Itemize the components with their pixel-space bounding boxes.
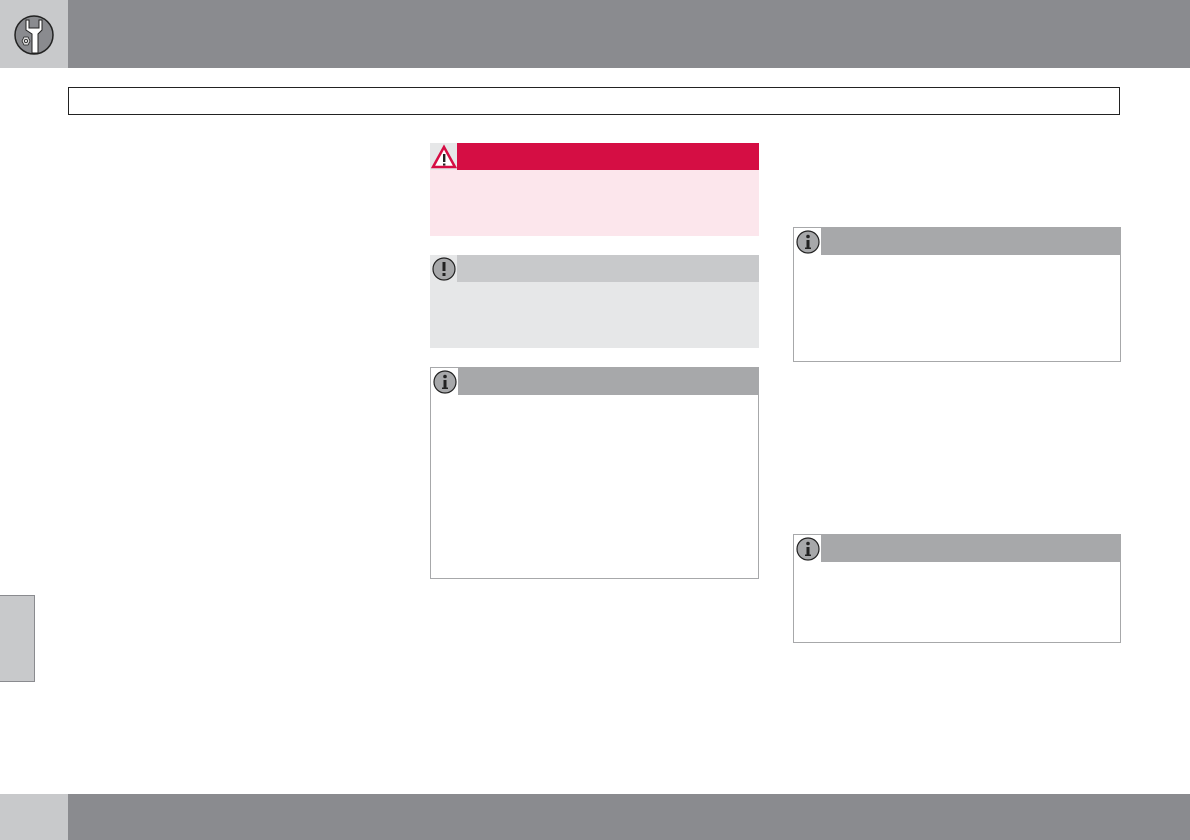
- wrench-icon: [14, 15, 54, 55]
- footer-bar: [68, 794, 1190, 840]
- exclamation-icon: [430, 255, 457, 282]
- warning-box: [430, 143, 759, 236]
- note-header: [794, 535, 1120, 562]
- section-title-box: [68, 87, 1120, 115]
- chapter-icon-box: [0, 0, 68, 68]
- info-icon: [794, 228, 821, 255]
- warning-header: [430, 143, 759, 170]
- info-icon: [794, 535, 821, 562]
- warning-triangle-icon: [430, 143, 457, 170]
- note-header: [794, 228, 1120, 255]
- header-bar: [0, 0, 1190, 68]
- chapter-side-tab: [0, 595, 35, 682]
- note-box-1: [430, 367, 759, 579]
- important-header: [430, 255, 759, 282]
- note-box-2: [793, 227, 1121, 362]
- note-header: [431, 368, 758, 395]
- footer-page-number-box: [0, 794, 68, 840]
- info-icon: [431, 368, 458, 395]
- important-box: [430, 255, 759, 348]
- note-box-3: [793, 534, 1121, 643]
